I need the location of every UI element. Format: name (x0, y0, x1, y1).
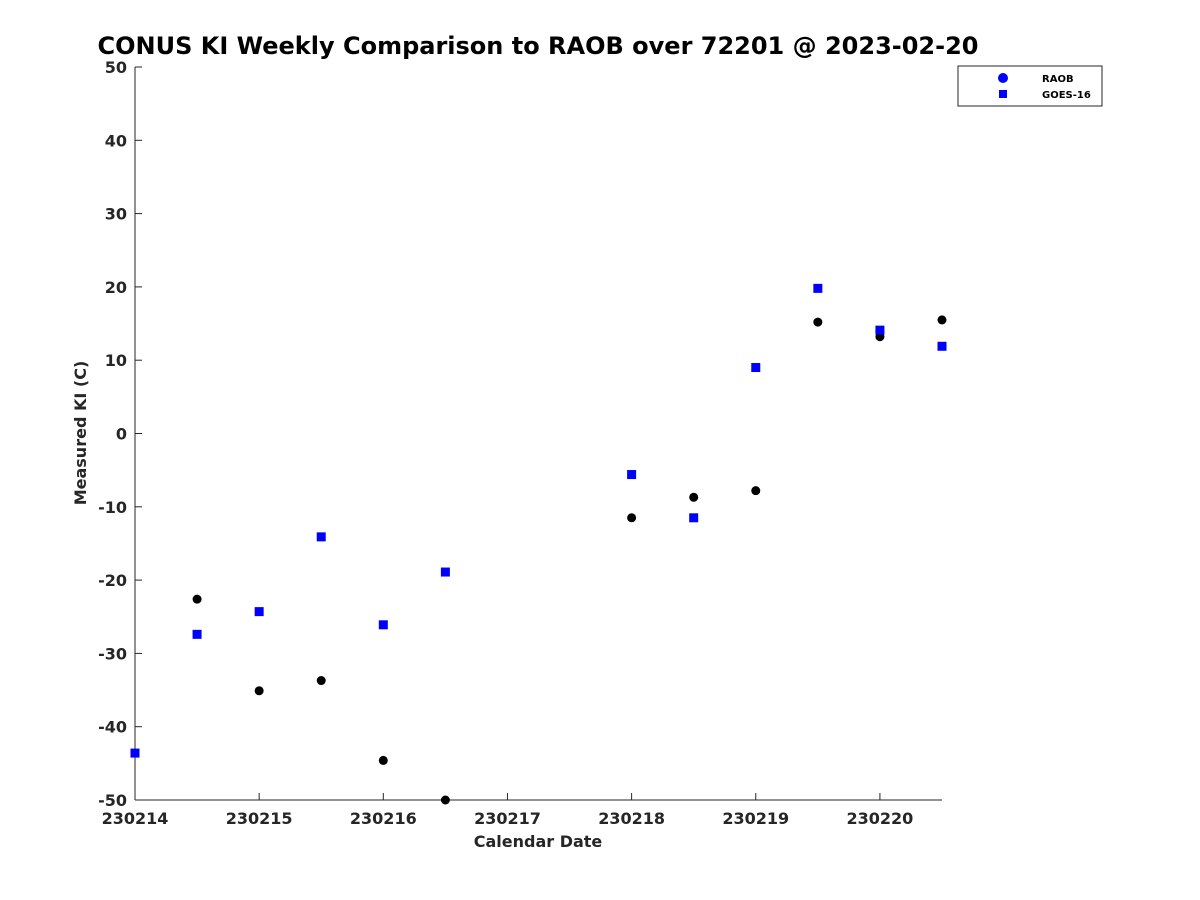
legend-label-raob: RAOB (1042, 74, 1074, 85)
x-tick-label: 230219 (722, 809, 789, 828)
raob-point (440, 795, 450, 805)
y-tick-label: 0 (116, 425, 127, 444)
goes-16-point (378, 620, 388, 630)
x-tick-label: 230220 (847, 809, 914, 828)
goes-16-point (440, 567, 450, 577)
raob-point (378, 755, 388, 765)
goes-16-point (192, 629, 202, 639)
y-tick-label: -10 (98, 498, 127, 517)
legend-marker-raob (998, 73, 1008, 83)
y-tick-label: -20 (98, 571, 127, 590)
y-axis-label: Measured KI (C) (71, 361, 90, 506)
goes-16-point (627, 470, 637, 480)
goes-16-point (813, 283, 823, 293)
y-tick-label: 40 (105, 131, 127, 150)
x-tick-label: 230214 (102, 809, 169, 828)
raob-point (751, 486, 761, 496)
goes-16-point (937, 341, 947, 351)
goes-16-point (751, 363, 761, 373)
x-tick-label: 230218 (598, 809, 665, 828)
chart-title: CONUS KI Weekly Comparison to RAOB over … (98, 32, 979, 60)
raob-point (254, 686, 264, 696)
goes-16-point (875, 325, 885, 335)
legend-marker-goes-16 (999, 90, 1007, 98)
goes-16-point (316, 532, 326, 542)
raob-point (937, 315, 947, 325)
y-tick-label: 30 (105, 205, 127, 224)
raob-point (627, 513, 637, 523)
y-ticks: -50 -40 -30 -20 -10 0 10 20 30 40 50 (98, 58, 142, 810)
y-tick-label: 20 (105, 278, 127, 297)
x-tick-label: 230216 (350, 809, 417, 828)
x-tick-label: 230217 (474, 809, 541, 828)
x-ticks: 230214 230215 230216 230217 230218 230219 2302… (102, 793, 914, 828)
raob-point (689, 492, 699, 502)
y-tick-label: -30 (98, 644, 127, 663)
goes-16-point (689, 513, 699, 523)
legend-label-goes-16: GOES-16 (1042, 90, 1091, 101)
y-tick-label: -40 (98, 718, 127, 737)
raob-point (192, 594, 202, 604)
y-tick-label: 50 (105, 58, 127, 77)
x-axis-label: Calendar Date (474, 832, 603, 851)
y-tick-label: -50 (98, 791, 127, 810)
legend-box (957, 65, 1103, 107)
y-tick-label: 10 (105, 351, 127, 370)
raob-point (316, 676, 326, 686)
raob-point (813, 317, 823, 327)
legend: RAOB GOES-16 (957, 65, 1103, 107)
data-marks (130, 283, 947, 805)
goes-16-point (130, 748, 140, 758)
goes-16-point (254, 607, 264, 617)
x-tick-label: 230215 (226, 809, 293, 828)
